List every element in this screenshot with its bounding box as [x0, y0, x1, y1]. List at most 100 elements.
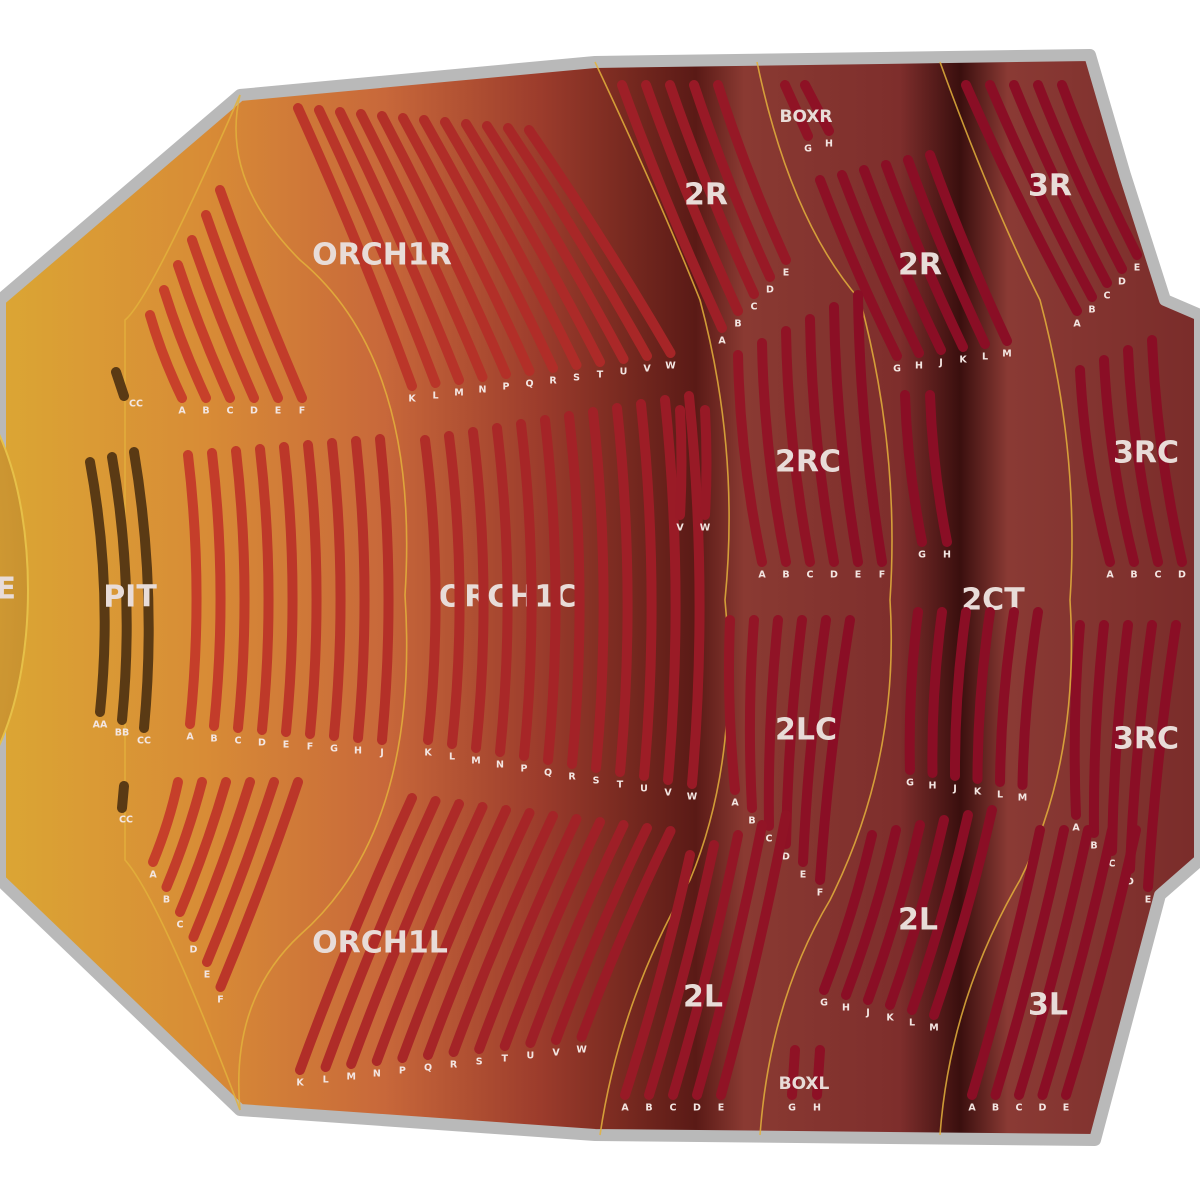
seat-row-A[interactable] [967, 825, 1045, 1100]
seat-row-T[interactable] [499, 817, 605, 1051]
seat-row-J[interactable] [863, 820, 925, 1005]
seat-row-A[interactable] [620, 850, 695, 1100]
seat-row-B[interactable] [207, 448, 226, 731]
seat-row-F[interactable] [815, 615, 855, 885]
seat-row-U[interactable] [525, 820, 629, 1048]
seat-row-P[interactable] [397, 805, 511, 1063]
seat-row-T[interactable] [461, 119, 605, 367]
seat-row-D[interactable] [805, 314, 839, 567]
seat-row-D[interactable] [1147, 335, 1187, 567]
section-orch1c-rear[interactable]: K L M N P Q R S T U V W [420, 391, 705, 803]
section-boxr[interactable]: G H BOXR [779, 80, 834, 155]
seat-row-K[interactable] [420, 435, 441, 745]
seat-row-H[interactable] [800, 80, 834, 136]
seat-row-B[interactable] [161, 777, 207, 892]
seat-row-W[interactable] [524, 125, 676, 358]
seat-row-E[interactable] [1057, 80, 1142, 260]
seat-row-C[interactable] [1014, 825, 1093, 1100]
seat-row-K[interactable] [295, 793, 417, 1075]
seat-row-M[interactable] [346, 799, 464, 1069]
seat-row-G[interactable] [780, 80, 813, 141]
seat-row-A[interactable] [1075, 365, 1115, 567]
seat-row-R[interactable] [564, 411, 585, 769]
seat-row-F[interactable] [215, 777, 303, 992]
seat-row-CC[interactable] [117, 781, 129, 813]
seat-row-B[interactable] [1088, 620, 1109, 838]
section-2l-front[interactable]: A B C D E2L [620, 810, 791, 1114]
section-orch1r-front[interactable]: A B C D E F [145, 185, 307, 417]
section-2r-rear[interactable]: G H J K L M 2R [815, 150, 1012, 375]
seat-row-P[interactable] [516, 419, 537, 761]
seat-row-V[interactable] [551, 823, 652, 1045]
seat-row-C[interactable] [1009, 80, 1112, 288]
seat-row-M[interactable] [335, 107, 464, 385]
seat-row-H[interactable] [351, 436, 370, 743]
section-boxl[interactable]: G H BOXL [779, 1045, 830, 1114]
seat-row-E[interactable] [1143, 620, 1181, 892]
seat-row-R[interactable] [448, 811, 558, 1057]
seat-row-J[interactable] [949, 607, 971, 781]
seat-row-E[interactable] [202, 777, 279, 967]
seat-row-F[interactable] [303, 440, 322, 739]
seat-row-L[interactable] [320, 796, 441, 1072]
seat-row-D[interactable] [188, 777, 255, 942]
seat-row-W[interactable] [700, 405, 712, 520]
seat-row-N[interactable] [371, 802, 488, 1066]
seat-row-H[interactable] [837, 170, 924, 358]
seat-row-G[interactable] [327, 438, 346, 741]
seat-row-G[interactable] [815, 175, 902, 361]
seat-row-V[interactable] [503, 123, 652, 361]
seat-row-M[interactable] [925, 150, 1012, 346]
seat-row-A[interactable] [961, 80, 1082, 316]
seat-row-D[interactable] [187, 235, 259, 403]
seat-row-N[interactable] [492, 423, 513, 757]
seat-row-C[interactable] [668, 830, 743, 1100]
seat-row-C[interactable] [173, 260, 235, 403]
seat-row-P[interactable] [377, 111, 511, 379]
seat-row-A[interactable] [145, 310, 187, 403]
seat-row-V[interactable] [660, 395, 681, 785]
seat-row-G[interactable] [787, 1045, 800, 1100]
seat-row-K[interactable] [885, 815, 949, 1010]
seat-row-Q[interactable] [423, 808, 535, 1060]
stage[interactable]: STAGE [0, 380, 29, 800]
seat-row-G[interactable] [819, 830, 877, 995]
seat-row-BB[interactable] [107, 452, 132, 725]
seat-row-F[interactable] [853, 290, 887, 567]
section-3rc-top[interactable]: A B C D 3RC [1075, 335, 1187, 581]
seat-row-D[interactable] [1037, 825, 1117, 1100]
seat-row-V[interactable] [675, 405, 687, 520]
seat-row-B[interactable] [641, 80, 743, 316]
seat-row-B[interactable] [644, 840, 719, 1100]
seat-row-C[interactable] [763, 615, 783, 831]
seat-row-K[interactable] [881, 160, 968, 352]
seat-row-AA[interactable] [85, 457, 110, 717]
section-orch1r-rear[interactable]: K L M N P Q R S T U V W ORCH1R [293, 103, 676, 405]
seat-row-C[interactable] [781, 326, 815, 567]
seat-row-K[interactable] [293, 103, 417, 391]
seat-row-Q[interactable] [398, 113, 535, 376]
seat-row-L[interactable] [995, 607, 1019, 787]
seat-row-E[interactable] [201, 210, 283, 403]
seat-row-J[interactable] [859, 165, 946, 355]
seat-row-W[interactable] [684, 391, 705, 789]
section-pit-cc-bottom[interactable]: CC [117, 781, 133, 826]
section-2ct-bottom[interactable]: G H J K L M [904, 607, 1043, 804]
seat-row-L[interactable] [314, 105, 441, 388]
seat-row-N[interactable] [356, 109, 488, 382]
seat-row-E[interactable] [713, 80, 791, 265]
section-orch1l-front[interactable]: A B C D E F [148, 777, 303, 1006]
seat-row-C[interactable] [1107, 620, 1133, 856]
seat-row-B[interactable] [757, 338, 791, 567]
seat-row-F[interactable] [215, 185, 307, 403]
seat-row-M[interactable] [468, 427, 489, 753]
seat-row-H[interactable] [841, 825, 901, 1000]
seat-row-S[interactable] [440, 117, 582, 370]
seat-row-E[interactable] [279, 442, 298, 737]
seat-row-Q[interactable] [540, 415, 561, 765]
seat-row-H[interactable] [925, 390, 952, 547]
